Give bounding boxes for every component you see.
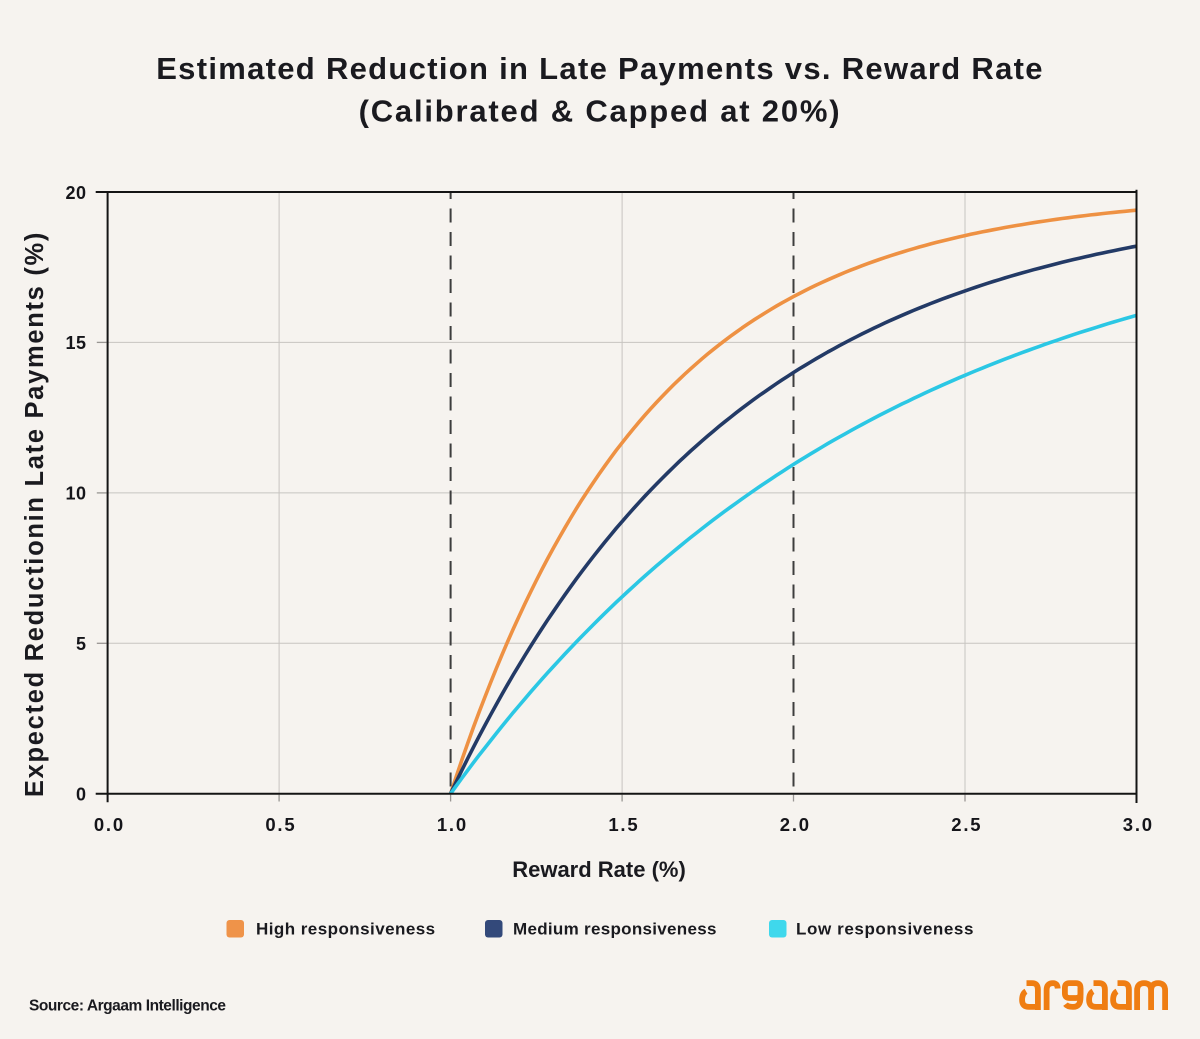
svg-text:1.0: 1.0 xyxy=(437,814,468,835)
svg-text:1.5: 1.5 xyxy=(608,814,639,835)
svg-text:3.0: 3.0 xyxy=(1123,814,1154,835)
svg-text:15: 15 xyxy=(65,333,86,353)
svg-text:Source: Argaam Intelligence: Source: Argaam Intelligence xyxy=(29,998,226,1015)
svg-text:0.5: 0.5 xyxy=(265,814,296,835)
svg-text:0: 0 xyxy=(76,785,87,805)
svg-text:0.0: 0.0 xyxy=(94,814,125,835)
svg-text:High responsiveness: High responsiveness xyxy=(256,920,436,939)
svg-text:Reward Rate (%): Reward Rate (%) xyxy=(512,857,686,882)
svg-text:Low responsiveness: Low responsiveness xyxy=(796,920,974,939)
svg-text:2.5: 2.5 xyxy=(951,814,982,835)
svg-text:20: 20 xyxy=(65,183,86,203)
svg-text:Medium responsiveness: Medium responsiveness xyxy=(513,920,717,939)
svg-text:(Calibrated & Capped at 20%): (Calibrated & Capped at 20%) xyxy=(359,94,842,129)
svg-text:5: 5 xyxy=(76,634,87,654)
svg-text:Expected Reductionin Late Paym: Expected Reductionin Late Payments (%) xyxy=(21,231,49,797)
svg-text:2.0: 2.0 xyxy=(780,814,811,835)
svg-text:Estimated Reduction in Late Pa: Estimated Reduction in Late Payments vs.… xyxy=(156,51,1044,86)
svg-text:10: 10 xyxy=(65,484,86,504)
